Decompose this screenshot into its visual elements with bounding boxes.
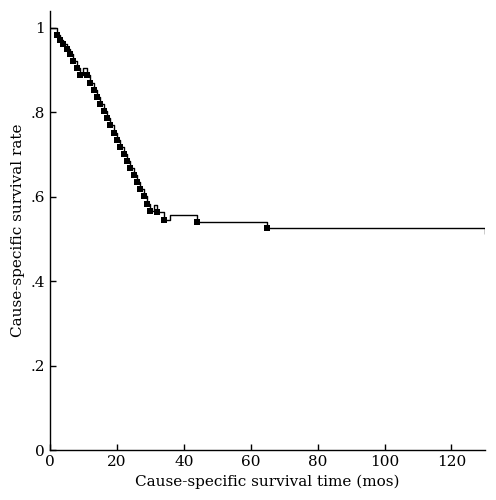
Y-axis label: Cause-specific survival rate: Cause-specific survival rate [11,124,25,338]
X-axis label: Cause-specific survival time (mos): Cause-specific survival time (mos) [135,474,400,489]
